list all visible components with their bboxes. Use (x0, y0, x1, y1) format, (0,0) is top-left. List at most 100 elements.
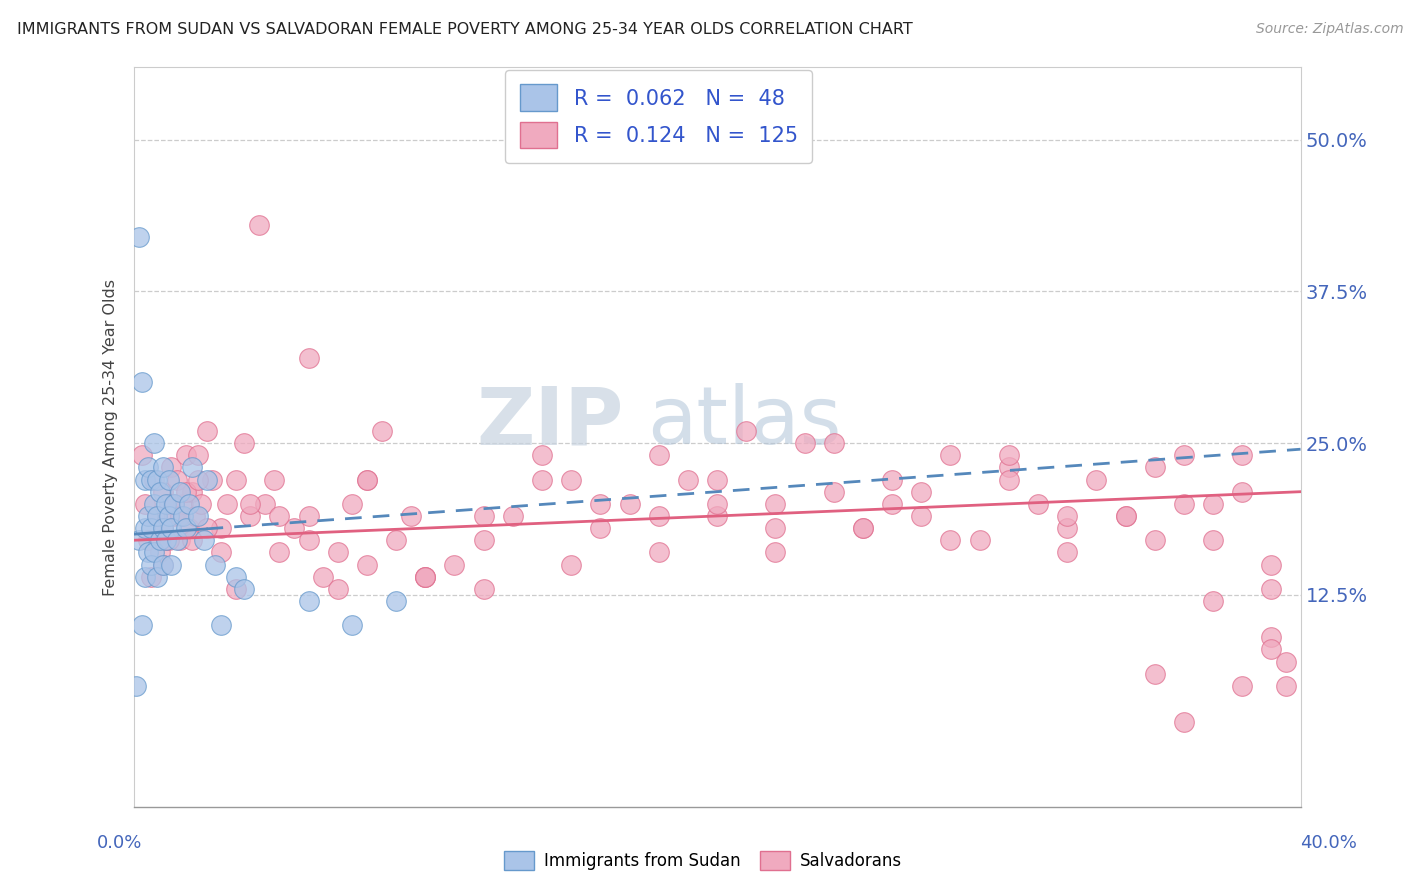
Point (163, 508, 186, 523)
Point (152, 460, 174, 475)
Point (1114, 508, 1136, 523)
Point (326, 582, 349, 596)
Point (253, 497, 276, 511)
Point (157, 508, 180, 523)
Point (146, 508, 169, 523)
Point (735, 424, 758, 438)
Point (269, 545, 291, 559)
Point (1056, 508, 1078, 523)
Point (997, 448, 1019, 462)
Point (263, 473, 285, 487)
Point (155, 497, 177, 511)
Point (1143, 460, 1166, 475)
Text: 40.0%: 40.0% (1301, 834, 1357, 852)
Point (157, 473, 180, 487)
Point (297, 594, 319, 608)
Point (180, 460, 202, 475)
Point (589, 497, 612, 511)
Point (413, 569, 436, 583)
Point (706, 497, 728, 511)
Point (174, 521, 197, 535)
Point (297, 533, 319, 548)
Point (1056, 521, 1078, 535)
Point (134, 473, 156, 487)
Point (160, 460, 183, 475)
Point (1230, 448, 1253, 462)
Point (139, 558, 162, 572)
Point (136, 545, 159, 559)
Point (139, 569, 162, 583)
Point (128, 229, 150, 244)
Point (910, 508, 932, 523)
Point (370, 424, 392, 438)
Point (765, 497, 787, 511)
Point (152, 521, 174, 535)
Point (195, 521, 218, 535)
Point (134, 569, 156, 583)
Point (647, 545, 671, 559)
Point (823, 436, 845, 450)
Point (152, 521, 174, 535)
Point (225, 569, 247, 583)
Point (385, 533, 408, 548)
Point (174, 448, 197, 462)
Point (1202, 594, 1225, 608)
Point (149, 533, 172, 548)
Point (1143, 666, 1166, 681)
Point (169, 484, 191, 499)
Point (239, 497, 262, 511)
Point (706, 473, 728, 487)
Y-axis label: Female Poverty Among 25-34 Year Olds: Female Poverty Among 25-34 Year Olds (103, 278, 118, 596)
Point (997, 473, 1019, 487)
Point (297, 351, 319, 366)
Point (852, 521, 875, 535)
Point (143, 473, 166, 487)
Point (174, 484, 197, 499)
Point (413, 569, 436, 583)
Point (1260, 631, 1282, 645)
Point (143, 436, 166, 450)
Point (356, 473, 378, 487)
Point (1202, 533, 1225, 548)
Point (131, 376, 153, 390)
Point (312, 569, 335, 583)
Point (195, 473, 218, 487)
Point (187, 448, 209, 462)
Point (502, 508, 524, 523)
Point (136, 533, 159, 548)
Point (160, 521, 183, 535)
Point (1173, 715, 1195, 730)
Point (356, 558, 378, 572)
Point (149, 484, 172, 499)
Point (676, 473, 699, 487)
Text: IMMIGRANTS FROM SUDAN VS SALVADORAN FEMALE POVERTY AMONG 25-34 YEAR OLDS CORRELA: IMMIGRANTS FROM SUDAN VS SALVADORAN FEMA… (17, 22, 912, 37)
Point (326, 545, 349, 559)
Point (134, 497, 156, 511)
Point (969, 533, 991, 548)
Point (443, 558, 465, 572)
Point (139, 473, 162, 487)
Legend: Immigrants from Sudan, Salvadorans: Immigrants from Sudan, Salvadorans (496, 844, 910, 877)
Point (472, 533, 495, 548)
Point (169, 533, 191, 548)
Point (706, 508, 728, 523)
Point (910, 484, 932, 499)
Point (169, 508, 191, 523)
Point (134, 521, 156, 535)
Point (136, 460, 159, 475)
Point (247, 218, 270, 232)
Point (342, 497, 364, 511)
Point (413, 569, 436, 583)
Point (180, 533, 202, 548)
Point (233, 436, 256, 450)
Point (146, 569, 169, 583)
Point (180, 484, 202, 499)
Point (128, 533, 150, 548)
Point (172, 497, 194, 511)
Point (880, 497, 904, 511)
Point (155, 533, 177, 548)
Point (166, 473, 188, 487)
Point (531, 448, 554, 462)
Point (166, 533, 188, 548)
Point (1056, 545, 1078, 559)
